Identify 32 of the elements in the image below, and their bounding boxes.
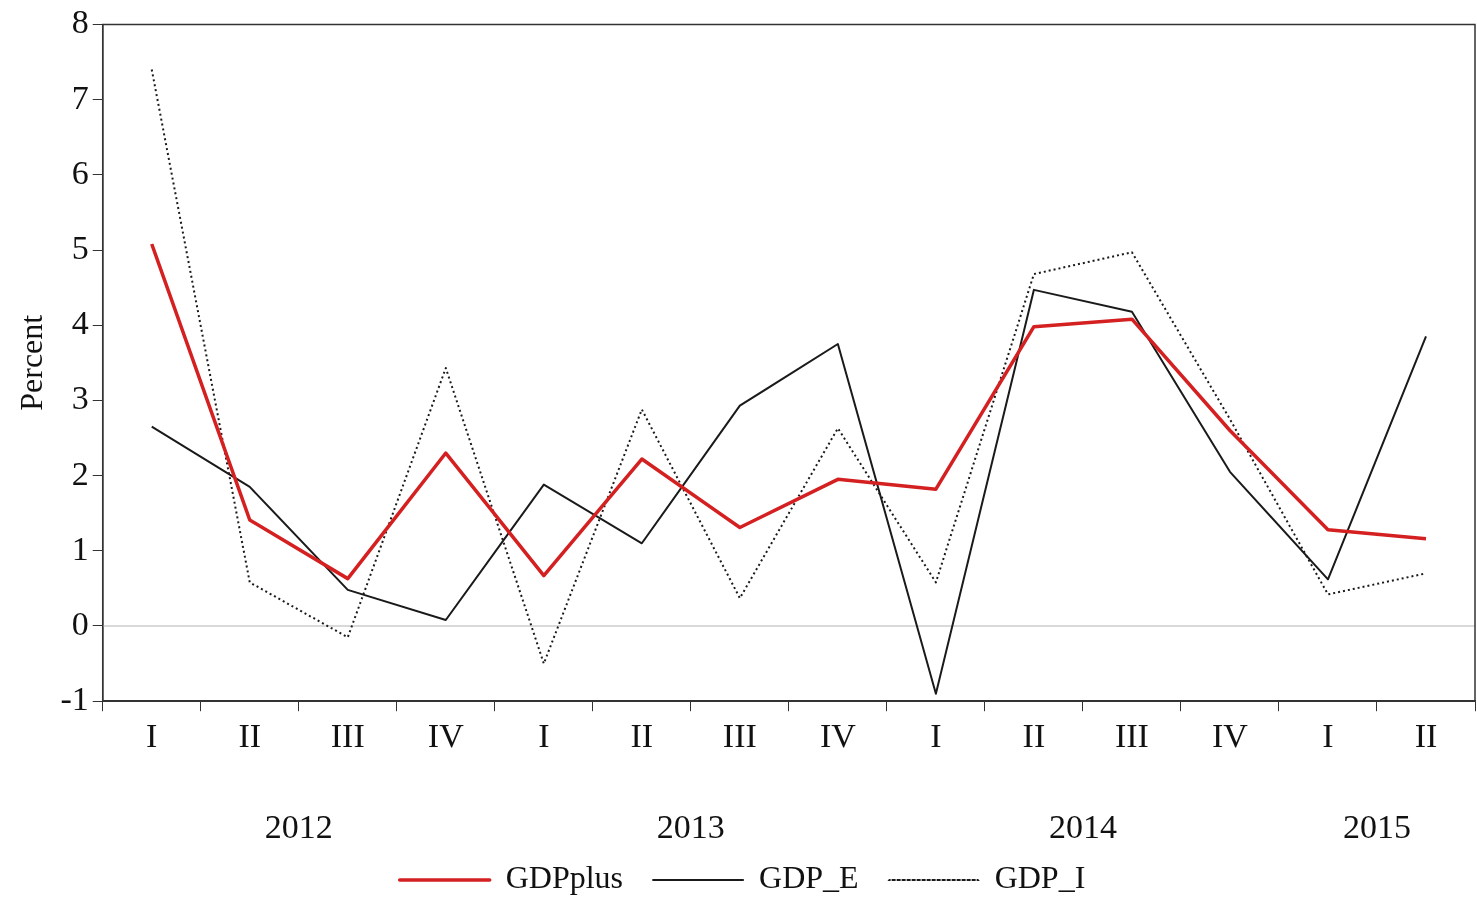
x-tick-label: IV — [427, 716, 465, 754]
text: 2012 — [264, 807, 333, 845]
y-axis-title: Percent — [12, 314, 49, 411]
x-tick-label: I — [146, 716, 158, 754]
x-tick-label: III — [1114, 716, 1149, 754]
legend-label: GDPplus — [505, 859, 624, 896]
x-tick-label: I — [1322, 716, 1334, 754]
y-tick-label: 0 — [71, 604, 89, 642]
y-tick-label: 6 — [71, 153, 89, 191]
y-tick-label: 4 — [71, 304, 89, 342]
text: 2015 — [1342, 807, 1411, 845]
x-tick-label: I — [538, 716, 550, 754]
y-tick-label: -1 — [60, 680, 89, 718]
text: 2013 — [656, 807, 725, 845]
y-tick-label: 3 — [71, 379, 89, 417]
text: 2014 — [1048, 807, 1117, 845]
legend-label: GDP_E — [759, 859, 859, 896]
x-tick-label: III — [330, 716, 365, 754]
x-tick-label: IV — [819, 716, 857, 754]
legend-label: GDP_I — [994, 859, 1086, 896]
x-tick-label: III — [722, 716, 757, 754]
y-tick-label: 2 — [71, 454, 89, 492]
x-tick-label: IV — [1212, 716, 1249, 754]
y-tick-label: 7 — [71, 78, 89, 116]
x-tick-label: II — [238, 716, 262, 754]
x-tick-label: I — [930, 716, 942, 754]
x-tick-label: II — [1414, 716, 1438, 754]
x-tick-label: II — [630, 716, 654, 754]
y-tick-label: 1 — [71, 529, 89, 567]
y-tick-label: 8 — [71, 3, 89, 41]
y-tick-label: 5 — [71, 228, 89, 266]
x-tick-label: II — [1022, 716, 1046, 754]
